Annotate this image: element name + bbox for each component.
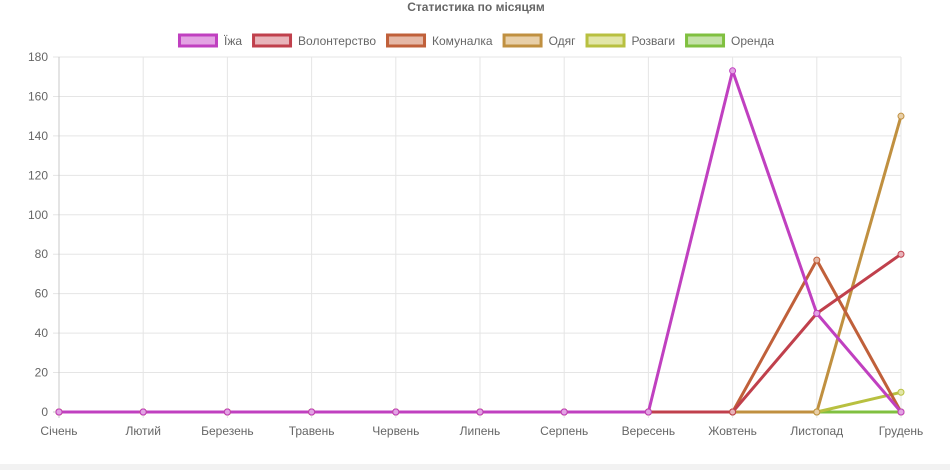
data-point[interactable]	[139, 408, 147, 416]
legend-label: Оренда	[731, 34, 774, 48]
y-tick-label: 100	[28, 208, 48, 222]
data-point[interactable]	[476, 408, 484, 416]
data-point[interactable]	[55, 408, 63, 416]
data-point[interactable]	[897, 388, 905, 396]
x-tick-label: Червень	[372, 424, 419, 438]
x-tick-label: Серпень	[540, 424, 588, 438]
x-tick-label: Березень	[201, 424, 254, 438]
x-tick-label: Листопад	[790, 424, 843, 438]
data-point[interactable]	[223, 408, 231, 416]
chart-title: Статистика по місяцям	[407, 0, 545, 14]
legend-label: Розваги	[632, 34, 676, 48]
y-tick-label: 80	[35, 247, 49, 261]
data-point[interactable]	[813, 256, 821, 264]
y-tick-label: 20	[35, 366, 49, 380]
x-tick-label: Січень	[40, 424, 77, 438]
legend-item-4[interactable]: Розваги	[585, 33, 676, 48]
y-tick-label: 140	[28, 129, 48, 143]
y-tick-label: 160	[28, 89, 48, 103]
legend-swatch	[177, 33, 218, 48]
legend[interactable]: Їжа Волонтерство Комуналка Одяг Розваги Оренд…	[177, 33, 775, 48]
bottom-divider	[0, 464, 950, 470]
data-point[interactable]	[392, 408, 400, 416]
legend-swatch	[502, 33, 543, 48]
data-point[interactable]	[813, 408, 821, 416]
legend-item-0[interactable]: Їжа	[177, 33, 242, 48]
data-point[interactable]	[897, 112, 905, 120]
legend-swatch	[685, 33, 726, 48]
x-tick-label: Грудень	[879, 424, 924, 438]
legend-item-2[interactable]: Комуналка	[386, 33, 493, 48]
x-tick-label: Травень	[289, 424, 335, 438]
legend-item-3[interactable]: Одяг	[502, 33, 577, 48]
y-tick-label: 40	[35, 326, 49, 340]
data-points	[55, 67, 905, 416]
legend-swatch	[386, 33, 427, 48]
data-point[interactable]	[644, 408, 652, 416]
x-axis: Січень Лютий Березень Травень Червень Липень С…	[40, 424, 923, 438]
y-tick-label: 0	[41, 405, 48, 419]
legend-item-1[interactable]: Волонтерство	[252, 33, 377, 48]
x-tick-label: Лютий	[125, 424, 161, 438]
y-tick-label: 180	[28, 50, 48, 64]
data-point[interactable]	[897, 250, 905, 258]
data-point[interactable]	[729, 408, 737, 416]
data-point[interactable]	[729, 67, 737, 75]
x-tick-label: Жовтень	[708, 424, 757, 438]
grid	[53, 56, 902, 418]
data-point[interactable]	[560, 408, 568, 416]
legend-swatch	[585, 33, 626, 48]
legend-label: Комуналка	[432, 34, 493, 48]
y-axis: 0 20 40 60 80 100 120 140 160 180	[28, 50, 48, 419]
data-point[interactable]	[897, 408, 905, 416]
y-tick-label: 60	[35, 287, 49, 301]
legend-label: Волонтерство	[298, 34, 376, 48]
y-tick-label: 120	[28, 168, 48, 182]
x-tick-label: Липень	[460, 424, 501, 438]
data-point[interactable]	[308, 408, 316, 416]
legend-swatch	[252, 33, 293, 48]
legend-label: Їжа	[224, 34, 242, 48]
legend-label: Одяг	[549, 34, 577, 48]
legend-item-5[interactable]: Оренда	[685, 33, 775, 48]
data-point[interactable]	[813, 309, 821, 317]
x-tick-label: Вересень	[622, 424, 676, 438]
